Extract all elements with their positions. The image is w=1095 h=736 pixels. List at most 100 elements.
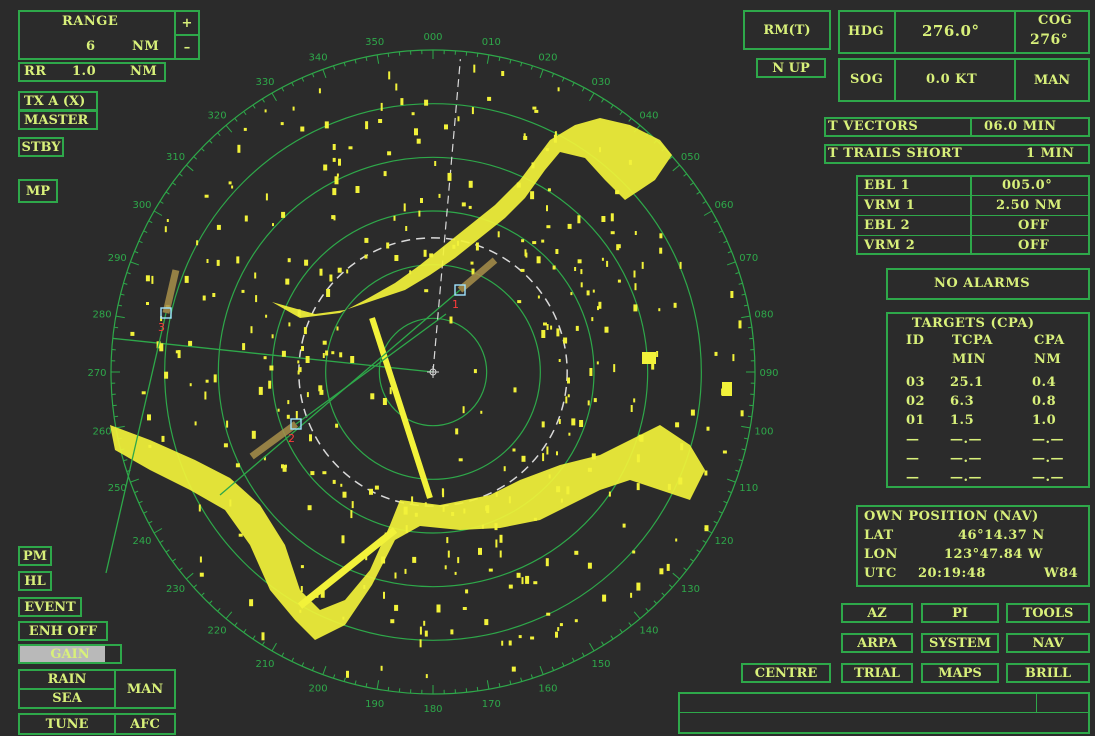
small-echo — [542, 453, 545, 462]
small-echo — [322, 353, 325, 358]
small-echo — [334, 176, 339, 185]
hl-button[interactable]: HL — [18, 571, 52, 591]
small-echo — [332, 479, 336, 484]
sog-mode-button[interactable]: MAN — [1016, 60, 1088, 100]
small-echo — [678, 477, 683, 485]
brill-button[interactable]: BRILL — [1006, 663, 1090, 683]
orientation-button[interactable]: N UP — [756, 58, 826, 78]
centre-button[interactable]: CENTRE — [741, 663, 831, 683]
rain-sea-man-button[interactable]: MAN — [116, 671, 174, 707]
small-echo — [269, 365, 274, 371]
small-echo — [350, 356, 355, 363]
small-echo — [481, 524, 484, 529]
small-echo — [213, 374, 217, 383]
maps-button[interactable]: MAPS — [921, 663, 999, 683]
system-button[interactable]: SYSTEM — [921, 633, 999, 653]
stby-button[interactable]: STBY — [18, 137, 64, 157]
range-minus-button[interactable]: – — [176, 36, 198, 58]
target-trail — [249, 421, 299, 460]
small-echo — [567, 223, 572, 229]
master-button[interactable]: MASTER — [18, 110, 98, 130]
small-echo — [558, 359, 561, 362]
trial-button[interactable]: TRIAL — [841, 663, 913, 683]
small-echo — [604, 326, 609, 333]
bearing-tick — [178, 173, 183, 177]
small-echo — [574, 619, 578, 623]
small-echo — [546, 205, 548, 212]
mp-button[interactable]: MP — [18, 179, 58, 203]
az-button[interactable]: AZ — [841, 603, 913, 623]
small-echo — [295, 411, 298, 419]
small-echo — [447, 550, 450, 558]
lat-label: LAT — [864, 528, 894, 543]
bearing-tick — [186, 164, 194, 172]
vrm2-label[interactable]: VRM 2 — [864, 238, 916, 253]
bearing-label: 210 — [255, 659, 274, 670]
nav-button[interactable]: NAV — [1006, 633, 1090, 653]
vrm1-label[interactable]: VRM 1 — [864, 198, 916, 213]
bearing-tick — [726, 261, 736, 266]
afc-button[interactable]: AFC — [116, 715, 174, 733]
sea-button[interactable]: SEA — [20, 690, 114, 707]
tools-button[interactable]: TOOLS — [1006, 603, 1090, 623]
tune-button[interactable]: TUNE — [20, 715, 114, 733]
bearing-tick — [610, 104, 614, 109]
small-echo — [378, 119, 383, 123]
target-symbol — [160, 307, 172, 319]
small-echo — [638, 434, 642, 441]
target-cell: 01 — [906, 413, 926, 428]
enh-button[interactable]: ENH OFF — [18, 621, 108, 641]
ebl1-label[interactable]: EBL 1 — [864, 178, 911, 193]
lat-value: 46°14.37 N — [958, 528, 1045, 543]
small-echo — [553, 134, 557, 143]
rr-panel[interactable] — [18, 62, 166, 82]
motion-mode-button[interactable]: RM(T) — [743, 10, 831, 50]
small-echo — [659, 568, 664, 575]
targets-unit: MIN — [952, 352, 986, 367]
bearing-tick — [683, 173, 688, 177]
gain-slider[interactable]: GAIN — [18, 644, 122, 664]
bearing-tick — [271, 642, 277, 652]
small-echo — [666, 563, 670, 571]
bearing-tick — [498, 682, 501, 688]
target-cell: 6.3 — [950, 394, 975, 409]
small-echo — [336, 173, 339, 177]
small-echo — [287, 258, 291, 263]
small-echo — [586, 290, 590, 296]
bearing-tick — [143, 510, 148, 514]
range-plus-button[interactable]: + — [176, 12, 198, 34]
vectors-panel[interactable] — [824, 117, 1090, 137]
tx-button[interactable]: TX A (X) — [18, 91, 98, 111]
small-echo — [446, 537, 449, 544]
small-echo — [204, 194, 209, 198]
small-echo — [250, 326, 253, 334]
small-echo — [374, 485, 379, 490]
bearing-tick — [530, 674, 533, 679]
small-echo — [486, 505, 490, 514]
bearing-tick — [138, 240, 143, 244]
event-button[interactable]: EVENT — [18, 597, 82, 617]
pm-button[interactable]: PM — [18, 546, 52, 566]
small-echo — [263, 356, 267, 360]
bearing-tick — [561, 77, 565, 82]
small-echo — [521, 455, 526, 462]
small-echo — [315, 593, 319, 598]
small-echo — [419, 639, 422, 648]
small-echo — [738, 320, 742, 329]
ebl2-label[interactable]: EBL 2 — [864, 218, 911, 233]
trails-panel[interactable] — [824, 144, 1090, 164]
bearing-label: 260 — [93, 426, 112, 437]
bearing-tick — [291, 82, 295, 87]
bearing-tick — [703, 210, 713, 216]
arpa-button[interactable]: ARPA — [841, 633, 913, 653]
small-echo — [508, 584, 513, 589]
small-echo — [541, 239, 545, 243]
rain-button[interactable]: RAIN — [20, 671, 114, 688]
pi-button[interactable]: PI — [921, 603, 999, 623]
bearing-tick — [153, 210, 163, 216]
small-echo — [545, 558, 549, 567]
bearing-tick — [193, 156, 198, 160]
small-echo — [634, 283, 637, 291]
small-echo — [147, 414, 151, 421]
